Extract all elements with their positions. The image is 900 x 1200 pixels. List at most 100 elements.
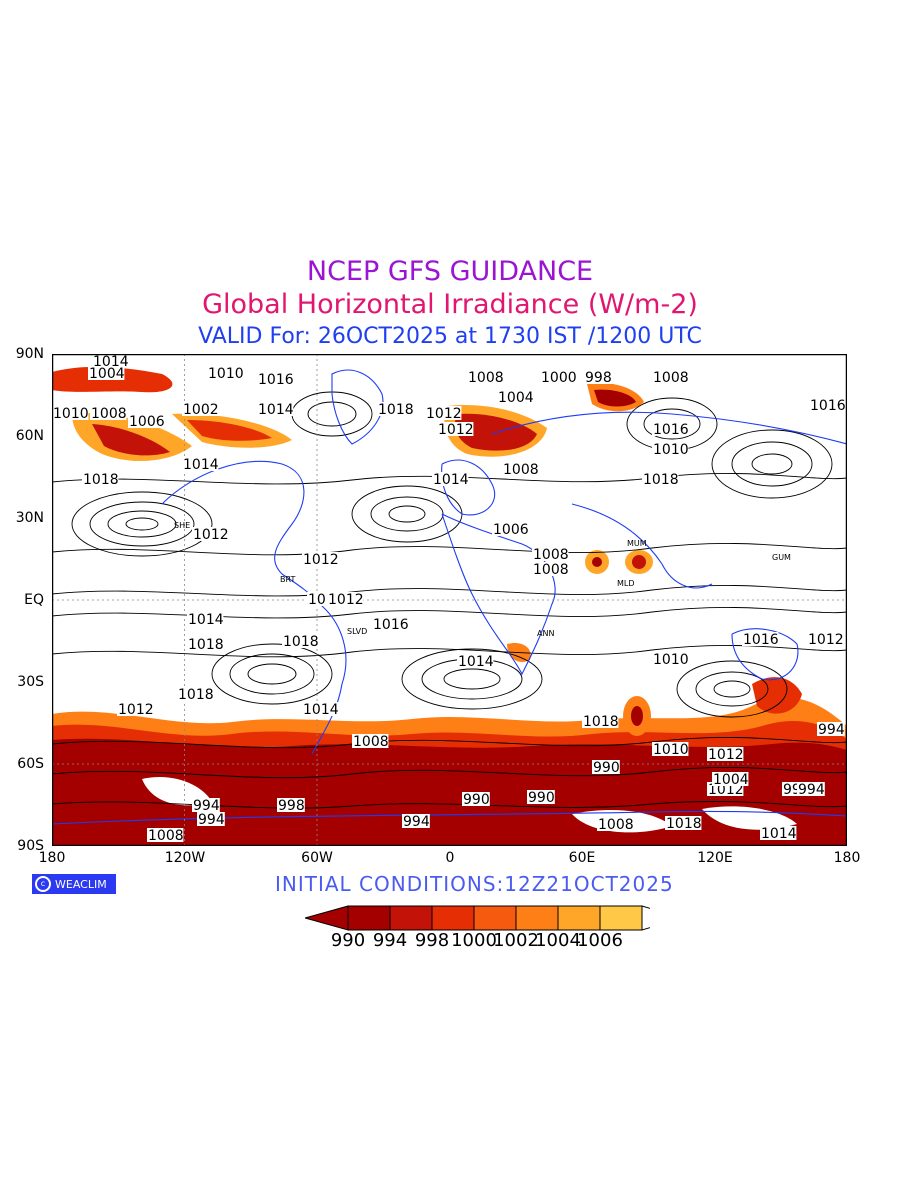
contour-label-bg <box>809 398 846 412</box>
contour-label-bg <box>277 798 305 812</box>
contour-label: 1008 <box>533 547 569 563</box>
lat-label-60s: 60S <box>17 756 44 772</box>
contour-label-bg <box>592 760 620 774</box>
weather-map[interactable]: 1014 1004 1010 1016 1008 1000 998 1008 1010 1008 1… <box>52 354 847 846</box>
colorbar-box <box>515 905 559 931</box>
contour-label: 1006 <box>493 522 529 538</box>
station-label-layer: SHE SLVD BRT MLD GUM ANN MUM <box>174 521 791 638</box>
contour-label-bg <box>117 702 154 716</box>
lat-label-30s: 30S <box>17 674 44 690</box>
contour-label: 1018 <box>283 634 319 650</box>
contour-label-bg <box>90 406 127 420</box>
contour-label: 990 <box>463 792 490 808</box>
contour-label-bg <box>797 782 825 796</box>
contour-label: 1012 <box>328 592 364 608</box>
station-label: SLVD <box>347 627 367 636</box>
contour-label: 1004 <box>498 390 534 406</box>
map-title: NCEP GFS GUIDANCE <box>306 256 594 287</box>
contour-label-bg <box>817 722 845 736</box>
colorbar-box <box>557 905 601 931</box>
contour-label-bg <box>182 457 219 471</box>
contour-label: 1014 <box>258 402 294 418</box>
contour-label-bg <box>192 798 220 812</box>
contour-label-bg <box>52 406 89 420</box>
contour-label-bg <box>642 472 679 486</box>
contour-label-bg <box>182 402 219 416</box>
contour-label-bg <box>597 817 634 831</box>
contour-label: 1016 <box>373 617 409 633</box>
contour-label-bg <box>177 687 214 701</box>
contour-label: 1010 <box>653 442 689 458</box>
colorbar-label-1000: 1000 <box>451 930 497 951</box>
contour-label: 1018 <box>178 687 214 703</box>
contour-label: 1008 <box>91 406 127 422</box>
contour-label-bg <box>707 747 744 761</box>
contour-label: 1012 <box>708 747 744 763</box>
colorbar-label-1002: 1002 <box>493 930 539 951</box>
logo-text: WEACLIM <box>55 877 107 891</box>
contour-label: 994 <box>193 798 220 814</box>
contour-label-bg <box>377 402 414 416</box>
contour-label: 1004 <box>713 772 749 788</box>
contour-label: 1012 <box>438 422 474 438</box>
contour-label: 1008 <box>353 734 389 750</box>
contour-label-bg <box>302 552 339 566</box>
initial-conditions: INITIAL CONDITIONS:12Z21OCT2025 <box>275 872 674 896</box>
colorbar-box <box>473 905 517 931</box>
contour-label: 1016 <box>653 422 689 438</box>
contour-label-bg <box>302 702 339 716</box>
coastline-layer <box>52 369 847 825</box>
contour-label: 990 <box>593 760 620 776</box>
contour-label-bg <box>147 828 184 842</box>
contour-label-bg <box>467 370 504 384</box>
contour-label: 1006 <box>129 414 165 430</box>
contour-label: 1018 <box>188 637 224 653</box>
lon-label-60e: 60E <box>568 850 596 866</box>
contour-label: 1010 <box>653 652 689 668</box>
contour-label: 1012 <box>118 702 154 718</box>
contour-label: 1008 <box>503 462 539 478</box>
contour-label-bg <box>712 772 749 786</box>
contour-label: 1018 <box>583 714 619 730</box>
contour-label: 1018 <box>643 472 679 488</box>
contour-label-bg <box>532 547 569 561</box>
contour-label: 1018 <box>666 816 702 832</box>
contour-label-bg <box>187 612 224 626</box>
contour-label-bg <box>352 734 389 748</box>
contour-label-bg <box>207 366 244 380</box>
colorbar-min-triangle <box>303 905 349 931</box>
contour-label-bg <box>497 390 534 404</box>
station-label: MLD <box>617 579 635 588</box>
lon-label-60w: 60W <box>301 850 333 866</box>
station-label: BRT <box>280 575 295 584</box>
contour-label: 1018 <box>378 402 414 418</box>
lat-label-60n: 60N <box>15 428 44 444</box>
contour-label: 1004 <box>89 366 125 382</box>
contour-label-bg <box>532 562 569 576</box>
contour-label: 1008 <box>653 370 689 386</box>
valid-time: VALID For: 26OCT2025 at 1730 IST /1200 U… <box>198 324 702 349</box>
contour-label-bg <box>457 654 494 668</box>
contour-label: 1010 <box>653 742 689 758</box>
contour-label-bg <box>527 790 555 804</box>
lat-label-90s: 90S <box>17 838 44 854</box>
lon-label-0: 0 <box>445 850 455 866</box>
contour-label: 1014 <box>183 457 219 473</box>
contour-label: 1008 <box>468 370 504 386</box>
contour-label-bg <box>92 354 129 368</box>
contour-label-bg <box>327 592 364 606</box>
colorbar-box <box>599 905 643 931</box>
contour-label-bg <box>540 370 577 384</box>
contour-label: 998 <box>585 370 612 386</box>
contour-label: 1000 <box>541 370 577 386</box>
contour-label: 1012 <box>426 406 462 422</box>
contour-label-bg <box>665 816 702 830</box>
contour-label-bg <box>582 714 619 728</box>
contour-label: 990 <box>528 790 555 806</box>
contour-label-bg <box>187 637 224 651</box>
colorbar-label-1004: 1004 <box>535 930 581 951</box>
contour-label-bg <box>742 632 779 646</box>
contour-label: 1010 <box>53 406 89 422</box>
contour-label: 1014 <box>761 826 797 842</box>
